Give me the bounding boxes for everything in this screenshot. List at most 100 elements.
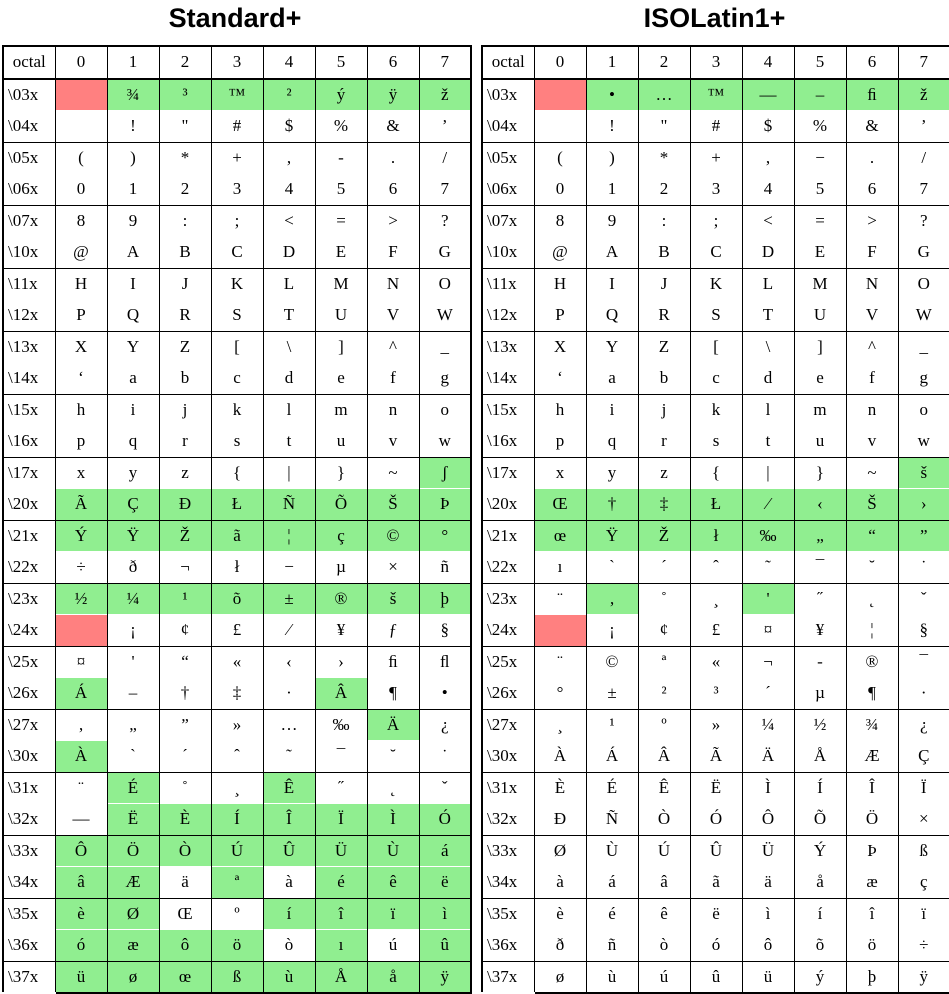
glyph-cell: . bbox=[845, 142, 899, 174]
glyph-cell: } bbox=[793, 457, 847, 489]
table-row: \31x È É Ê Ë Ì Í Î Ï bbox=[481, 772, 949, 804]
column-header-4: 4 bbox=[262, 45, 316, 80]
glyph-cell: L bbox=[262, 268, 316, 300]
row-octal-label: \31x bbox=[481, 772, 535, 804]
table-row: \26x ° ± ² ³ ´ µ ¶ · bbox=[481, 677, 949, 710]
glyph-cell: Ä bbox=[741, 740, 795, 773]
glyph-cell: ˇ bbox=[897, 583, 949, 615]
glyph-cell: › bbox=[897, 488, 949, 521]
glyph-cell: º bbox=[637, 709, 691, 741]
glyph-cell: − bbox=[793, 142, 847, 174]
glyph-cell: N bbox=[845, 268, 899, 300]
glyph-cell: s bbox=[689, 425, 743, 458]
glyph-cell: V bbox=[366, 299, 420, 332]
glyph-cell: £ bbox=[210, 614, 264, 647]
glyph-cell: o bbox=[418, 394, 472, 426]
glyph-cell: Æ bbox=[106, 866, 160, 899]
glyph-cell: > bbox=[845, 205, 899, 237]
glyph-cell: Ž bbox=[158, 520, 212, 552]
glyph-cell: ﬂ bbox=[418, 646, 472, 678]
glyph-cell: ˝ bbox=[314, 772, 368, 804]
header-row: octal 0 1 2 3 4 5 6 7 bbox=[481, 45, 949, 80]
glyph-cell: ) bbox=[585, 142, 639, 174]
glyph-cell: ÷ bbox=[54, 551, 108, 584]
row-octal-label: \10x bbox=[2, 236, 56, 269]
table-row: \17x x y z{|} ~ š bbox=[481, 457, 949, 489]
row-octal-label: \16x bbox=[2, 425, 56, 458]
glyph-cell: 9 bbox=[585, 205, 639, 237]
glyph-cell: ô bbox=[158, 929, 212, 962]
table-row: \35x è é ê ë ì í î ï bbox=[481, 898, 949, 930]
glyph-cell: ä bbox=[158, 866, 212, 899]
glyph-cell bbox=[54, 614, 108, 647]
glyph-cell: ¤ bbox=[741, 614, 795, 647]
glyph-cell: u bbox=[314, 425, 368, 458]
glyph-cell: E bbox=[793, 236, 847, 269]
glyph-cell: œ bbox=[533, 520, 587, 552]
glyph-cell: S bbox=[210, 299, 264, 332]
glyph-cell: ı bbox=[314, 929, 368, 962]
glyph-cell: < bbox=[262, 205, 316, 237]
glyph-cell: ° bbox=[533, 677, 587, 710]
glyph-cell: Í bbox=[793, 772, 847, 804]
glyph-cell: ½ bbox=[54, 583, 108, 615]
octal-header: octal bbox=[2, 45, 56, 80]
glyph-cell: ß bbox=[210, 961, 264, 994]
glyph-cell: m bbox=[793, 394, 847, 426]
glyph-cell: ł bbox=[210, 551, 264, 584]
glyph-cell bbox=[54, 78, 108, 111]
glyph-cell: Q bbox=[106, 299, 160, 332]
glyph-cell: z bbox=[637, 457, 691, 489]
glyph-cell: ö bbox=[210, 929, 264, 962]
row-octal-label: \33x bbox=[2, 835, 56, 867]
row-octal-label: \07x bbox=[481, 205, 535, 237]
glyph-cell: œ bbox=[158, 961, 212, 994]
glyph-cell: Œ bbox=[158, 898, 212, 930]
glyph-cell: − bbox=[262, 551, 316, 584]
glyph-cell: ¨ bbox=[533, 583, 587, 615]
glyph-cell: ç bbox=[314, 520, 368, 552]
glyph-cell: « bbox=[689, 646, 743, 678]
glyph-cell: C bbox=[210, 236, 264, 269]
glyph-cell: ¦ bbox=[262, 520, 316, 552]
glyph-cell: è bbox=[54, 898, 108, 930]
glyph-cell: … bbox=[262, 709, 316, 741]
glyph-cell: å bbox=[793, 866, 847, 899]
row-octal-label: \20x bbox=[481, 488, 535, 521]
glyph-cell: “ bbox=[158, 646, 212, 678]
table-row: \07x 8 9:; < = >? bbox=[2, 205, 472, 237]
table-row: \13x X Y Z[\] ^ _ bbox=[481, 331, 949, 363]
glyph-cell: — bbox=[54, 803, 108, 836]
glyph-cell: # bbox=[210, 110, 264, 143]
glyph-cell: Ü bbox=[741, 835, 795, 867]
glyph-cell: Õ bbox=[314, 488, 368, 521]
glyph-cell: Ç bbox=[106, 488, 160, 521]
glyph-cell: à bbox=[533, 866, 587, 899]
table-row: \15x h i j k l m n o bbox=[2, 394, 472, 426]
glyph-cell: ™ bbox=[210, 78, 264, 111]
row-octal-label: \33x bbox=[481, 835, 535, 867]
column-header-7: 7 bbox=[897, 45, 949, 80]
table-row: \14x ‘a b c d e f g bbox=[481, 362, 949, 395]
glyph-cell: ! bbox=[585, 110, 639, 143]
glyph-cell: ‰ bbox=[314, 709, 368, 741]
table-row: \20x Ã Ç Đ Ł Ñ Õ Š Þ bbox=[2, 488, 472, 521]
glyph-cell: Ł bbox=[689, 488, 743, 521]
glyph-cell: ± bbox=[262, 583, 316, 615]
glyph-cell: Ä bbox=[366, 709, 420, 741]
isolatin1-plus-encoding-table: octal 0 1 2 3 4 5 6 7 \03x •… ™ — – ﬁ ž \04x! " # $% &’ \05x… bbox=[481, 45, 949, 994]
glyph-cell: Ê bbox=[637, 772, 691, 804]
glyph-cell: ñ bbox=[585, 929, 639, 962]
column-header-6: 6 bbox=[366, 45, 420, 80]
row-octal-label: \17x bbox=[2, 457, 56, 489]
glyph-cell: ^ bbox=[366, 331, 420, 363]
table-row: \36x ó æ ô ö ò ı ú û bbox=[2, 929, 472, 962]
glyph-cell: ‹ bbox=[793, 488, 847, 521]
glyph-cell: S bbox=[689, 299, 743, 332]
glyph-cell: p bbox=[533, 425, 587, 458]
glyph-cell: ˘ bbox=[366, 740, 420, 773]
glyph-cell: Z bbox=[637, 331, 691, 363]
glyph-cell: † bbox=[585, 488, 639, 521]
glyph-cell: 6 bbox=[845, 173, 899, 206]
